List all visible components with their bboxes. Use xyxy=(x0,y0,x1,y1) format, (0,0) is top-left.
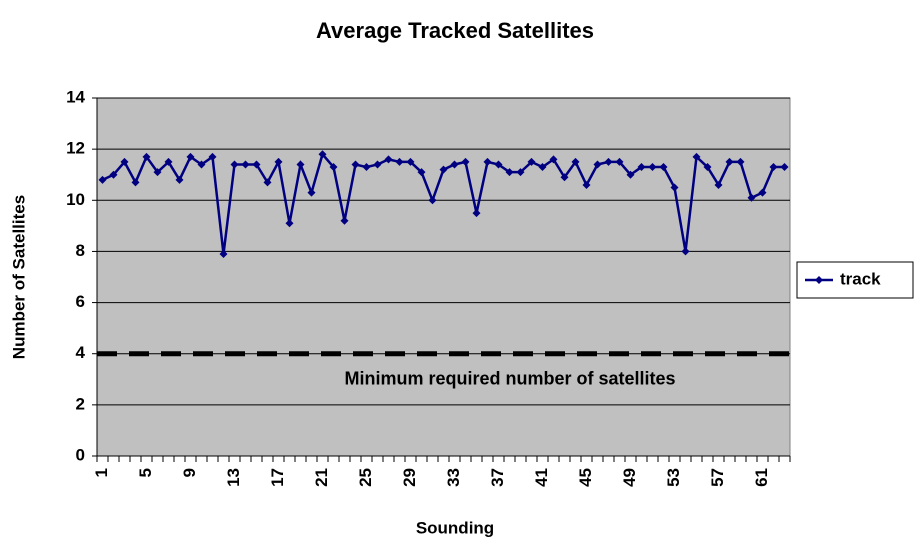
marker xyxy=(604,157,613,166)
marker xyxy=(428,196,437,205)
marker xyxy=(131,178,140,187)
marker xyxy=(494,160,503,169)
marker xyxy=(758,188,767,197)
marker xyxy=(285,219,294,228)
marker xyxy=(648,163,657,172)
x-tick-label: 41 xyxy=(532,468,551,487)
marker xyxy=(395,157,404,166)
marker xyxy=(769,163,778,172)
legend-marker xyxy=(815,276,823,284)
marker xyxy=(626,170,635,179)
x-tick-label: 37 xyxy=(488,468,507,487)
x-tick-label: 13 xyxy=(224,468,243,487)
y-tick-label: 12 xyxy=(66,139,85,158)
marker xyxy=(538,163,547,172)
marker xyxy=(681,247,690,256)
marker xyxy=(318,150,327,159)
marker xyxy=(230,160,239,169)
marker xyxy=(714,180,723,189)
marker xyxy=(384,155,393,164)
marker xyxy=(219,249,228,258)
marker xyxy=(703,163,712,172)
marker xyxy=(461,157,470,166)
marker xyxy=(164,157,173,166)
marker xyxy=(571,157,580,166)
y-axis-title: Number of Satellites xyxy=(9,195,28,359)
marker xyxy=(373,160,382,169)
x-tick-label: 5 xyxy=(136,468,155,477)
marker xyxy=(307,188,316,197)
reference-label: Minimum required number of satellites xyxy=(344,368,675,388)
marker xyxy=(186,152,195,161)
marker xyxy=(340,216,349,225)
x-tick-label: 49 xyxy=(620,468,639,487)
marker xyxy=(560,173,569,182)
marker xyxy=(725,157,734,166)
marker xyxy=(263,178,272,187)
marker xyxy=(670,183,679,192)
marker xyxy=(637,163,646,172)
marker xyxy=(329,163,338,172)
marker xyxy=(252,160,261,169)
marker xyxy=(582,180,591,189)
y-tick-label: 6 xyxy=(76,292,85,311)
marker xyxy=(505,168,514,177)
marker xyxy=(549,155,558,164)
x-tick-label: 1 xyxy=(92,468,111,477)
marker xyxy=(450,160,459,169)
marker xyxy=(472,209,481,218)
x-tick-label: 61 xyxy=(752,468,771,487)
marker xyxy=(747,193,756,202)
marker xyxy=(483,157,492,166)
marker xyxy=(417,168,426,177)
x-tick-label: 45 xyxy=(576,468,595,487)
marker xyxy=(296,160,305,169)
x-tick-label: 29 xyxy=(400,468,419,487)
x-tick-label: 53 xyxy=(664,468,683,487)
marker xyxy=(527,157,536,166)
marker xyxy=(516,168,525,177)
marker xyxy=(208,152,217,161)
legend-label: track xyxy=(840,269,881,288)
marker xyxy=(362,163,371,172)
marker xyxy=(109,170,118,179)
y-tick-label: 8 xyxy=(76,241,85,260)
marker xyxy=(241,160,250,169)
y-tick-label: 0 xyxy=(76,445,85,464)
marker xyxy=(439,165,448,174)
x-axis-title: Sounding xyxy=(416,518,494,537)
marker xyxy=(274,157,283,166)
x-tick-label: 25 xyxy=(356,468,375,487)
marker xyxy=(351,160,360,169)
marker xyxy=(593,160,602,169)
y-tick-label: 10 xyxy=(66,190,85,209)
x-tick-label: 9 xyxy=(180,468,199,477)
marker xyxy=(98,175,107,184)
marker xyxy=(692,152,701,161)
x-tick-label: 57 xyxy=(708,468,727,487)
marker xyxy=(142,152,151,161)
marker xyxy=(406,157,415,166)
y-tick-label: 4 xyxy=(76,343,86,362)
marker xyxy=(780,163,789,172)
marker xyxy=(120,157,129,166)
chart-title: Average Tracked Satellites xyxy=(316,18,594,43)
marker xyxy=(736,157,745,166)
y-tick-label: 14 xyxy=(66,87,85,106)
marker xyxy=(197,160,206,169)
y-tick-label: 2 xyxy=(76,394,85,413)
marker xyxy=(175,175,184,184)
marker xyxy=(615,157,624,166)
marker xyxy=(659,163,668,172)
x-tick-label: 33 xyxy=(444,468,463,487)
x-tick-label: 21 xyxy=(312,468,331,487)
x-tick-label: 17 xyxy=(268,468,287,487)
marker xyxy=(153,168,162,177)
plot-area xyxy=(96,97,791,457)
